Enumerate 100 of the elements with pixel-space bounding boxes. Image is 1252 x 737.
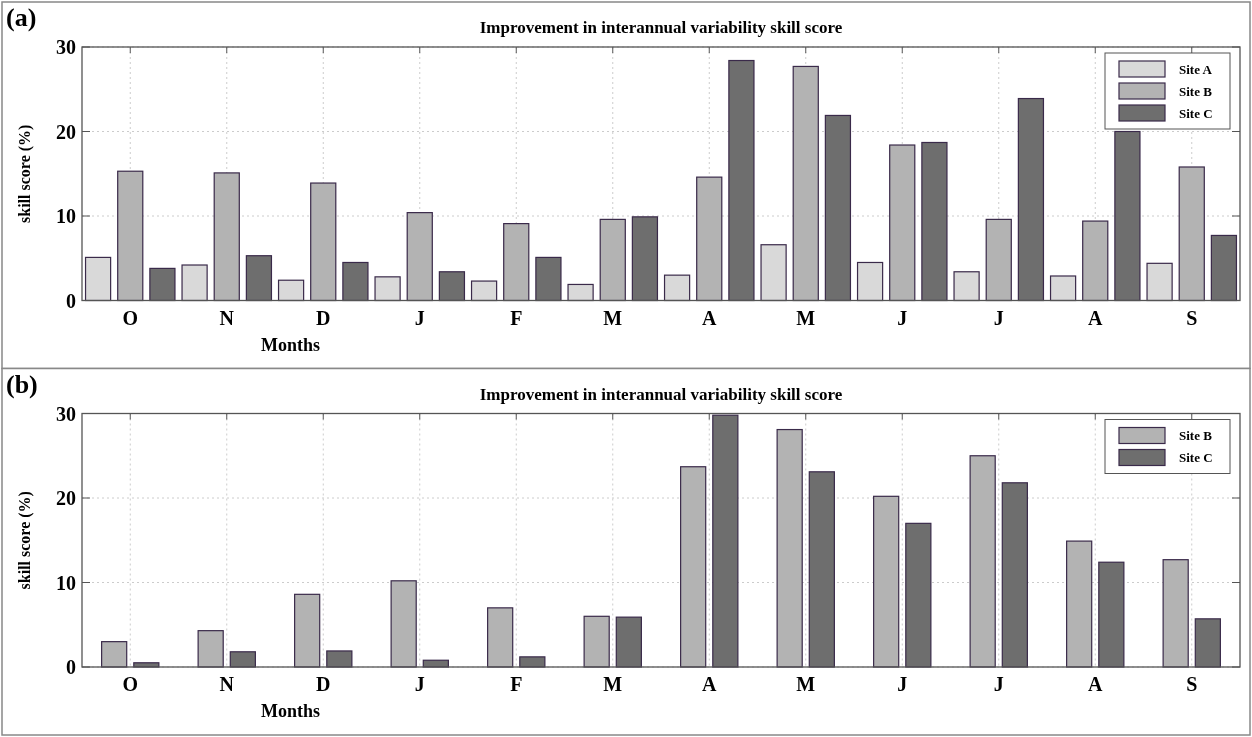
bar — [969, 455, 996, 668]
y-tick-label: 10 — [56, 205, 76, 227]
bar — [1001, 482, 1028, 668]
bar — [1210, 234, 1238, 302]
bar — [1194, 618, 1221, 668]
bar — [245, 255, 273, 302]
bar — [824, 114, 852, 302]
bar — [181, 264, 208, 302]
bar — [985, 218, 1012, 302]
x-tick-label: A — [1088, 306, 1104, 329]
x-tick-label: S — [1186, 673, 1198, 695]
bar — [326, 650, 353, 668]
x-axis-title: Months — [260, 334, 320, 355]
legend-label: Site B — [1179, 83, 1213, 99]
bar — [149, 267, 176, 302]
bar — [615, 616, 642, 668]
x-tick-label: A — [1088, 673, 1104, 695]
bar — [487, 607, 514, 668]
bar — [1162, 559, 1189, 668]
bar — [856, 261, 884, 302]
bar — [905, 522, 932, 668]
bar — [390, 580, 417, 668]
x-tick-label: O — [122, 306, 139, 329]
bar — [213, 172, 240, 302]
y-tick-label: 30 — [56, 402, 76, 425]
x-tick-label: F — [510, 306, 523, 329]
bar — [663, 274, 691, 302]
x-tick-label: J — [414, 673, 425, 695]
x-tick-label: F — [510, 673, 523, 695]
x-tick-label: M — [603, 673, 623, 695]
bar — [1066, 540, 1093, 668]
bar — [808, 471, 835, 668]
bar — [535, 256, 562, 302]
bar — [567, 283, 594, 302]
bar — [277, 279, 305, 302]
bar — [792, 65, 819, 302]
x-tick-label: D — [316, 673, 331, 695]
x-tick-label: J — [897, 306, 908, 329]
chart-title: Improvement in interannual variability skill score — [479, 18, 843, 37]
bar — [889, 144, 916, 302]
bar — [101, 641, 128, 668]
bar — [631, 216, 659, 302]
legend-label: Site C — [1179, 450, 1213, 466]
bar — [760, 244, 787, 302]
text: (a) — [6, 3, 37, 32]
x-tick-label: N — [219, 306, 235, 329]
x-tick-label: J — [993, 673, 1004, 695]
bar — [1017, 97, 1045, 302]
bar — [342, 261, 369, 302]
bar — [374, 276, 401, 302]
bar — [583, 615, 610, 668]
bar — [503, 223, 530, 302]
bar — [1049, 275, 1077, 302]
bar — [229, 651, 256, 668]
x-tick-label: M — [796, 306, 816, 329]
x-tick-label: D — [316, 306, 331, 329]
y-axis-title: skill score (%) — [16, 124, 34, 223]
legend-label: Site B — [1179, 428, 1213, 444]
bar — [117, 170, 144, 302]
bar — [84, 256, 112, 302]
bar — [1082, 220, 1109, 302]
bar — [1146, 262, 1173, 302]
legend-label: Site A — [1179, 61, 1213, 77]
x-tick-label: M — [796, 673, 816, 695]
bar — [712, 414, 739, 668]
x-tick-label: A — [702, 673, 718, 695]
bar — [696, 176, 723, 302]
x-tick-label: J — [414, 306, 425, 329]
bar — [1114, 130, 1141, 302]
bar — [776, 428, 803, 668]
chart-title: Improvement in interannual variability skill score — [479, 384, 843, 404]
bar — [438, 271, 466, 302]
y-axis-title: skill score (%) — [16, 491, 34, 590]
bar — [470, 280, 498, 302]
bar — [873, 495, 900, 668]
bar — [406, 212, 433, 302]
bar — [728, 59, 755, 302]
bar — [310, 182, 337, 302]
bar — [921, 141, 948, 302]
bar — [680, 466, 707, 668]
x-tick-label: S — [1186, 306, 1198, 329]
x-tick-label: J — [897, 673, 908, 695]
bar — [1178, 166, 1205, 302]
bar — [599, 218, 626, 302]
x-axis-title: Months — [260, 701, 320, 721]
text: (b) — [6, 369, 38, 399]
y-tick-label: 30 — [56, 36, 76, 58]
y-tick-label: 10 — [56, 571, 76, 594]
x-tick-label: A — [702, 306, 718, 329]
x-tick-label: J — [993, 306, 1004, 329]
bar — [953, 271, 980, 302]
x-tick-label: O — [122, 673, 139, 695]
y-tick-label: 0 — [66, 289, 76, 312]
y-tick-label: 20 — [56, 487, 76, 509]
x-tick-label: N — [219, 673, 235, 695]
bar — [519, 656, 546, 668]
bar — [197, 630, 224, 668]
bar — [1098, 561, 1125, 668]
y-tick-label: 20 — [56, 120, 76, 143]
y-tick-label: 0 — [66, 656, 76, 678]
